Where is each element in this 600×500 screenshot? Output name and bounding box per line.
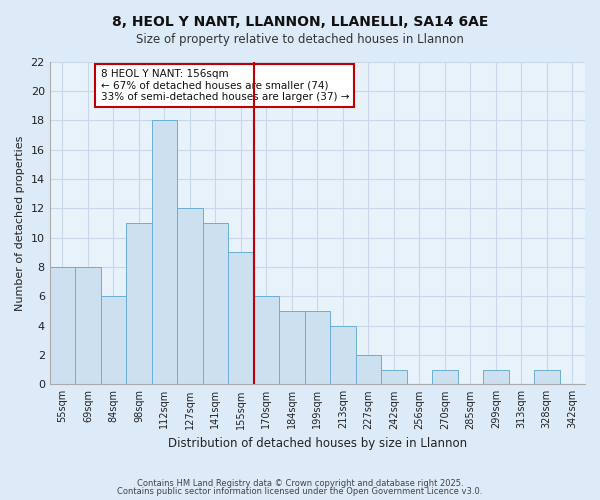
Bar	[432, 370, 458, 384]
Bar	[152, 120, 177, 384]
Bar	[483, 370, 509, 384]
Y-axis label: Number of detached properties: Number of detached properties	[15, 135, 25, 310]
Bar	[305, 311, 330, 384]
Text: 8 HEOL Y NANT: 156sqm
← 67% of detached houses are smaller (74)
33% of semi-deta: 8 HEOL Y NANT: 156sqm ← 67% of detached …	[101, 69, 349, 102]
Bar	[254, 296, 279, 384]
Text: 8, HEOL Y NANT, LLANNON, LLANELLI, SA14 6AE: 8, HEOL Y NANT, LLANNON, LLANELLI, SA14 …	[112, 15, 488, 29]
Text: Contains HM Land Registry data © Crown copyright and database right 2025.: Contains HM Land Registry data © Crown c…	[137, 478, 463, 488]
Bar	[228, 252, 254, 384]
Bar	[356, 355, 381, 384]
X-axis label: Distribution of detached houses by size in Llannon: Distribution of detached houses by size …	[168, 437, 467, 450]
Bar	[101, 296, 126, 384]
Text: Contains public sector information licensed under the Open Government Licence v3: Contains public sector information licen…	[118, 487, 482, 496]
Bar	[534, 370, 560, 384]
Bar	[126, 223, 152, 384]
Bar	[203, 223, 228, 384]
Bar	[279, 311, 305, 384]
Text: Size of property relative to detached houses in Llannon: Size of property relative to detached ho…	[136, 32, 464, 46]
Bar	[50, 267, 75, 384]
Bar	[75, 267, 101, 384]
Bar	[177, 208, 203, 384]
Bar	[330, 326, 356, 384]
Bar	[381, 370, 407, 384]
